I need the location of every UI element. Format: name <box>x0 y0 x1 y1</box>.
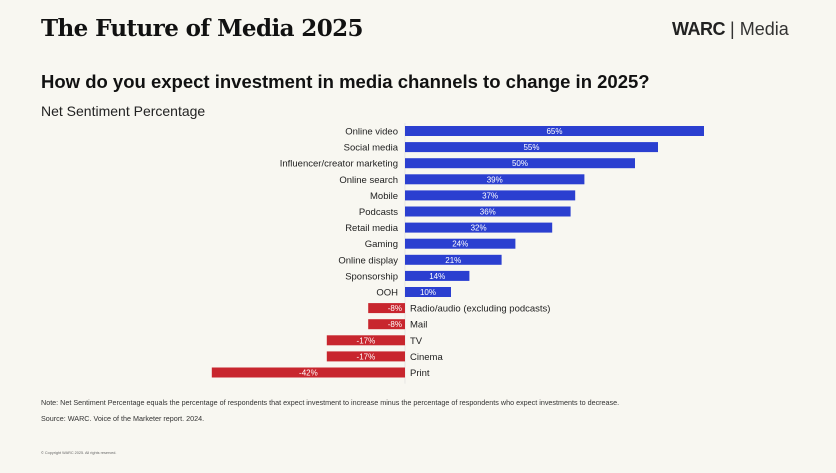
data-label-mobile: 37% <box>482 191 498 200</box>
category-label-influencer-creator-marketing: Influencer/creator marketing <box>280 159 398 170</box>
category-label-online-video: Online video <box>345 127 398 138</box>
category-label-mobile: Mobile <box>370 191 398 202</box>
bar-social-media <box>405 142 658 153</box>
category-label-podcasts: Podcasts <box>359 207 398 218</box>
data-label-tv: -17% <box>357 336 376 345</box>
bar-podcasts <box>405 206 571 217</box>
category-label-social-media: Social media <box>344 143 399 154</box>
bar-tv <box>326 335 405 346</box>
category-label-radio-audio-excluding-podcasts: Radio/audio (excluding podcasts) <box>410 304 550 315</box>
data-label-social-media: 55% <box>523 143 539 152</box>
brand-name: WARC <box>672 19 726 39</box>
data-label-radio-audio-excluding-podcasts: -8% <box>388 304 402 313</box>
copyright: © Copyright WARC 2025. All rights reserv… <box>41 451 117 455</box>
category-label-tv: TV <box>410 336 423 347</box>
brand-logo: WARC | Media <box>672 19 789 40</box>
bar-ooh <box>405 287 451 297</box>
data-label-online-video: 65% <box>546 127 562 136</box>
bar-online-video <box>405 126 704 136</box>
data-label-cinema: -17% <box>357 352 376 361</box>
bar-influencer-creator-marketing <box>405 158 635 169</box>
category-label-retail-media: Retail media <box>345 223 399 234</box>
bar-gaming <box>405 238 516 249</box>
data-label-print: -42% <box>299 369 318 378</box>
data-label-podcasts: 36% <box>480 208 496 217</box>
bar-online-search <box>405 174 585 185</box>
category-label-print: Print <box>410 368 430 379</box>
data-label-online-search: 39% <box>487 175 503 184</box>
chart-note: Note: Net Sentiment Percentage equals th… <box>41 398 620 407</box>
chart-subtitle: Net Sentiment Percentage <box>41 103 206 119</box>
data-label-ooh: 10% <box>420 288 436 297</box>
category-label-online-search: Online search <box>339 175 398 186</box>
chart-source: Source: WARC. Voice of the Marketer repo… <box>41 414 205 423</box>
data-label-sponsorship: 14% <box>429 272 445 281</box>
category-label-gaming: Gaming <box>365 239 398 250</box>
data-label-influencer-creator-marketing: 50% <box>512 159 528 168</box>
bar-print <box>211 367 405 378</box>
brand-separator: | <box>730 19 735 39</box>
bar-sponsorship <box>405 270 470 281</box>
bar-mail <box>368 319 405 330</box>
category-label-cinema: Cinema <box>410 352 443 363</box>
bar-radio-audio-excluding-podcasts <box>368 303 405 314</box>
data-label-gaming: 24% <box>452 240 468 249</box>
brand-section: Media <box>739 19 789 39</box>
bar-mobile <box>405 190 576 201</box>
bar-retail-media <box>405 222 553 233</box>
report-title: The Future of Media 2025 <box>41 15 364 42</box>
category-label-online-display: Online display <box>338 255 398 266</box>
category-label-sponsorship: Sponsorship <box>345 271 398 282</box>
bar-online-display <box>405 254 502 265</box>
data-label-mail: -8% <box>388 320 402 329</box>
category-label-mail: Mail <box>410 320 427 331</box>
category-label-ooh: OOH <box>376 288 398 299</box>
chart-title: How do you expect investment in media ch… <box>41 71 650 92</box>
data-label-online-display: 21% <box>445 256 461 265</box>
bar-cinema <box>326 351 405 362</box>
data-label-retail-media: 32% <box>471 224 487 233</box>
